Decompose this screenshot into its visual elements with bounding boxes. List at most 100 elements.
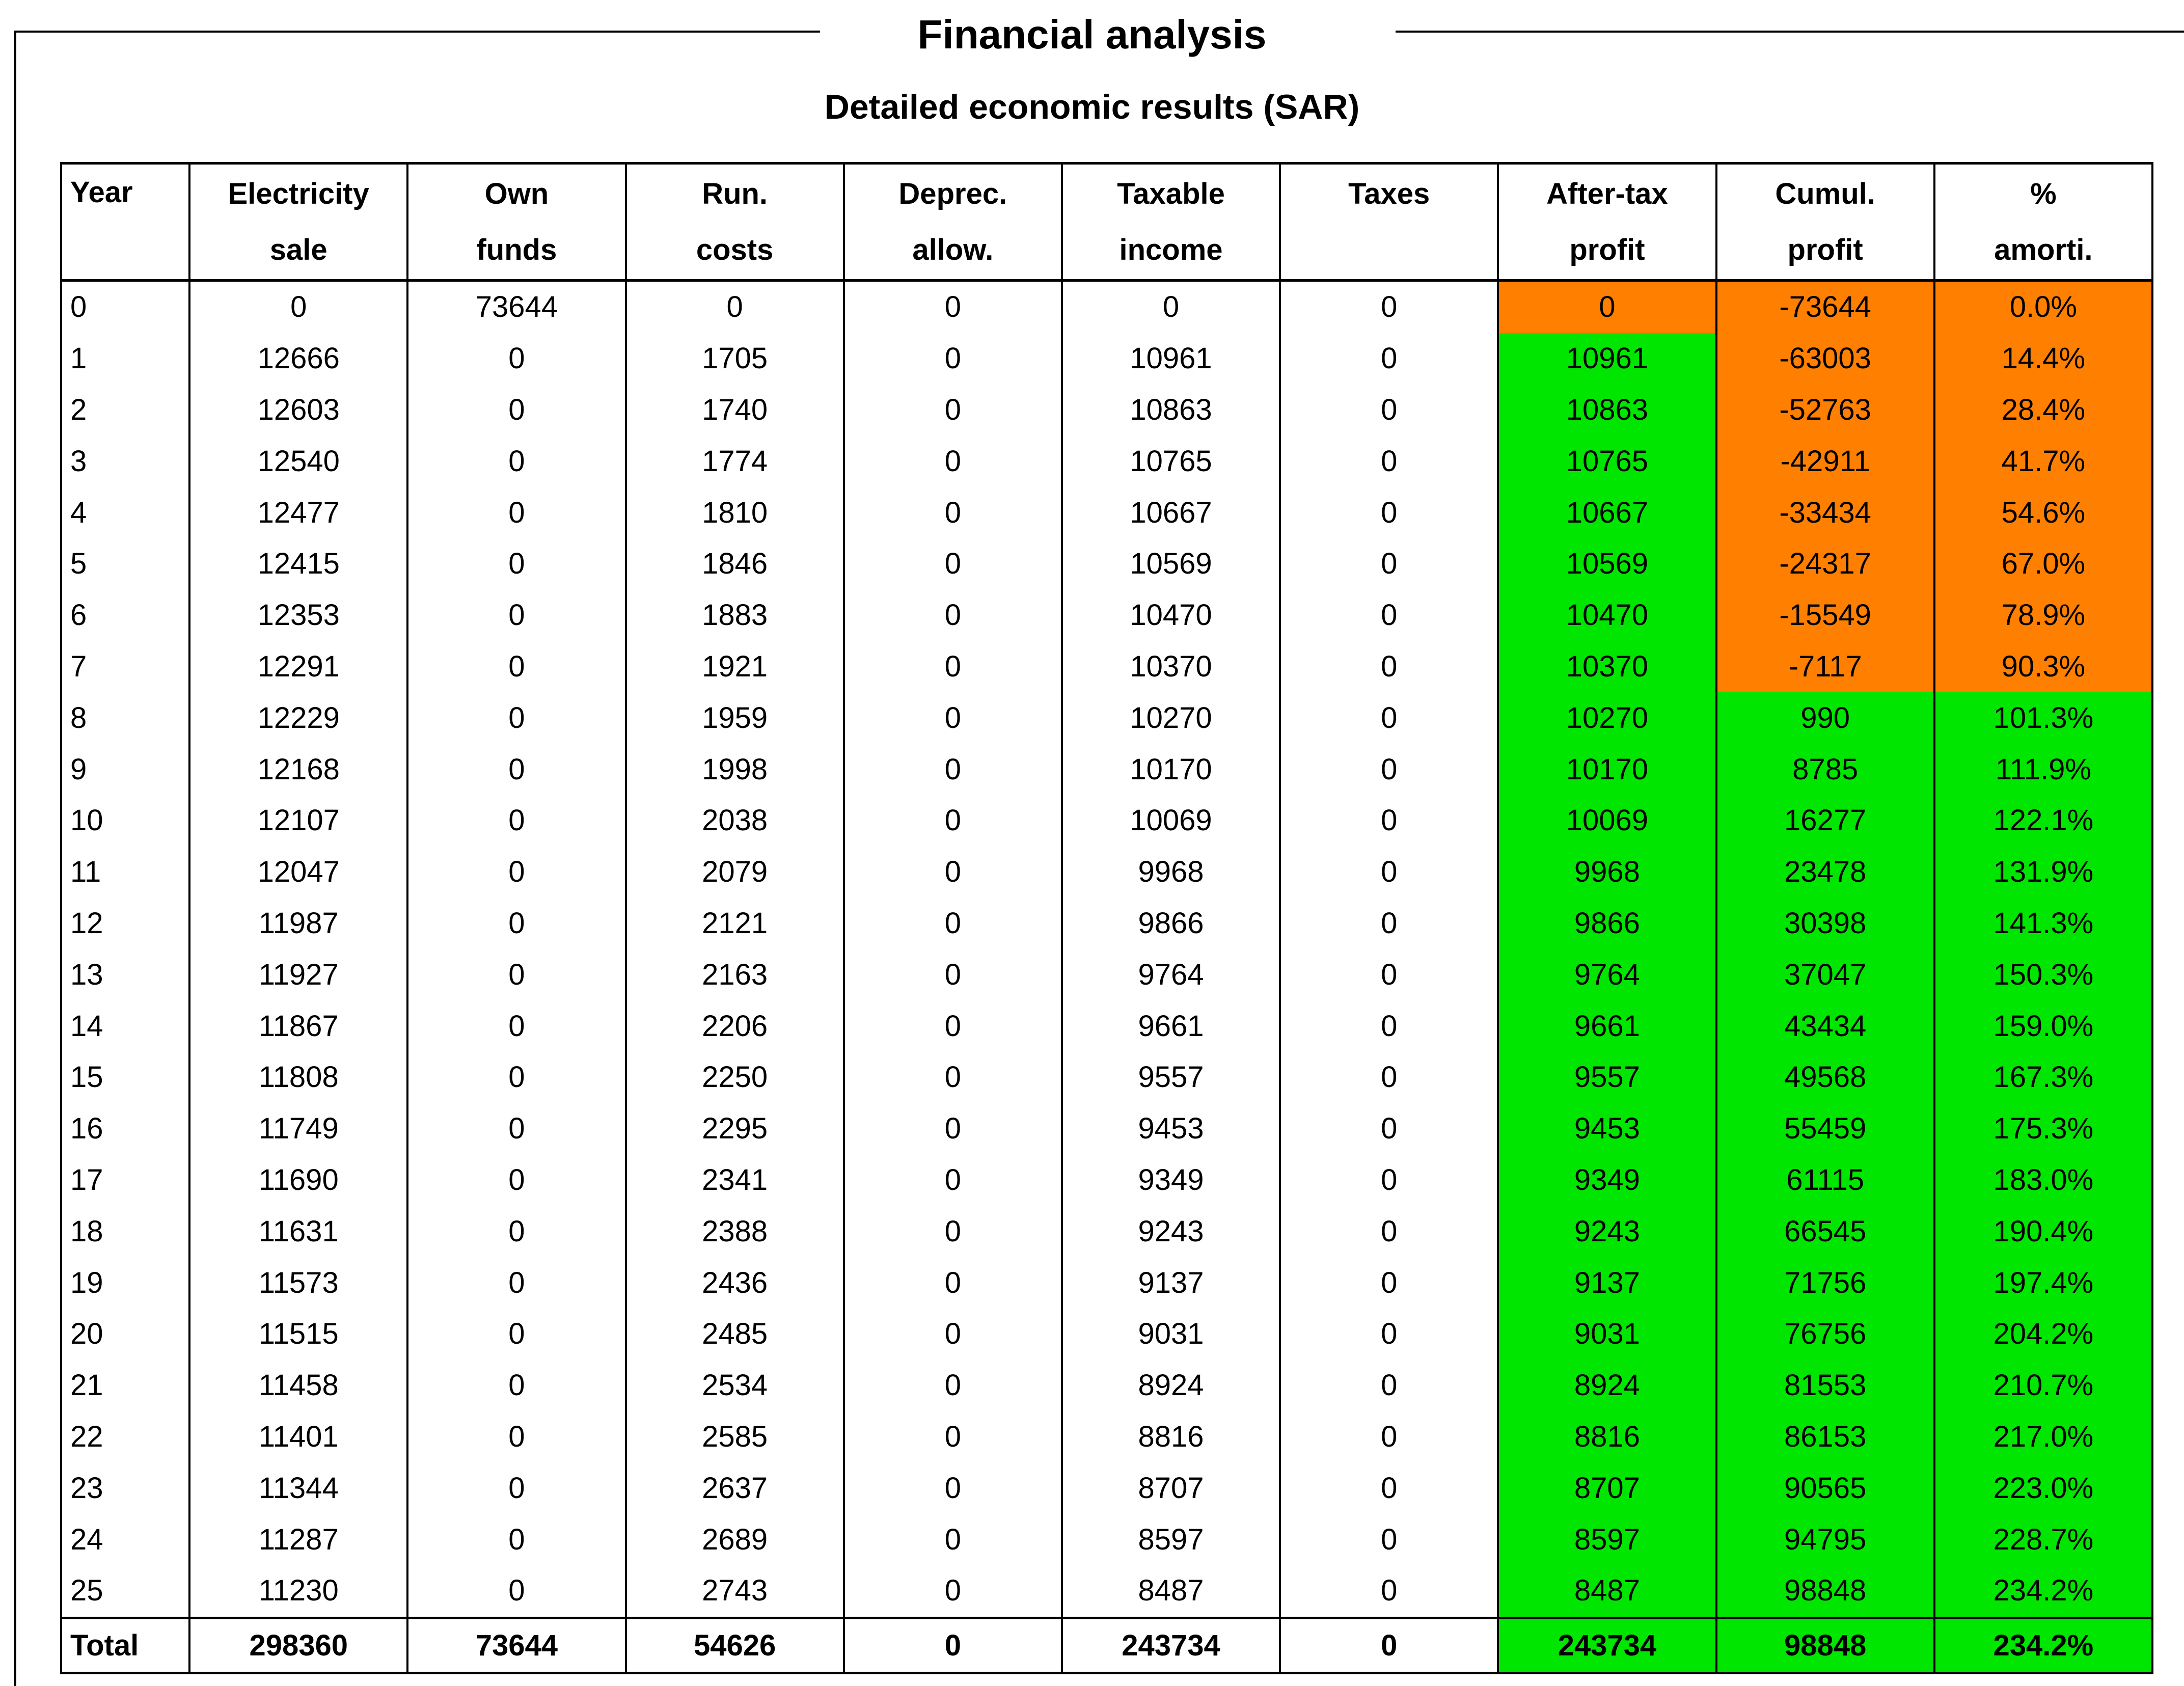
column-header: Own funds — [406, 162, 627, 282]
table-cell: 10863 — [1060, 384, 1281, 436]
total-cell: 243734 — [1497, 1616, 1717, 1674]
table-cell: 183.0% — [1933, 1154, 2154, 1206]
table-cell: 43434 — [1715, 1000, 1935, 1052]
table-row: 22 11401 0 2585 0 8816 0 8816 86153 217.0% — [60, 1411, 2154, 1463]
table-cell: 122.1% — [1933, 795, 2154, 847]
table-cell: 16 — [60, 1103, 191, 1155]
table-cell: 9137 — [1497, 1257, 1717, 1309]
table-cell: 30398 — [1715, 898, 1935, 949]
table-cell: 12353 — [188, 589, 409, 641]
table-cell: 8816 — [1060, 1411, 1281, 1463]
table-footer: Total 298360 73644 54626 0 243734 0 243734 98848… — [60, 1616, 2154, 1674]
table-cell: 0 — [1279, 1308, 1499, 1360]
table-row: 2 12603 0 1740 0 10863 0 10863 -52763 28.4% — [60, 384, 2154, 436]
table-cell: 12603 — [188, 384, 409, 436]
table-cell: 9661 — [1060, 1000, 1281, 1052]
table-cell: 10069 — [1497, 795, 1717, 847]
table-cell: 9243 — [1060, 1206, 1281, 1258]
table-cell: 0 — [406, 1411, 627, 1463]
table-cell: 12477 — [188, 487, 409, 538]
table-cell: 2689 — [624, 1514, 845, 1565]
table-cell: 12415 — [188, 538, 409, 590]
table-cell: 10270 — [1497, 692, 1717, 744]
table-cell: 10667 — [1497, 487, 1717, 538]
column-header-line2: income — [1119, 233, 1223, 266]
table-cell: 12666 — [188, 333, 409, 385]
column-header-line2 — [1282, 222, 1496, 278]
table-cell: 71756 — [1715, 1257, 1935, 1309]
table-row: 25 11230 0 2743 0 8487 0 8487 98848 234.2% — [60, 1565, 2154, 1618]
table-cell: 0 — [842, 1154, 1063, 1206]
table-cell: 7 — [60, 641, 191, 693]
table-cell: 81553 — [1715, 1359, 1935, 1411]
table-cell: 8597 — [1060, 1514, 1281, 1565]
table-cell: 0 — [406, 487, 627, 538]
total-cell: 298360 — [188, 1616, 409, 1674]
table-cell: 0.0% — [1933, 280, 2154, 333]
table-cell: 23 — [60, 1462, 191, 1514]
table-cell: 197.4% — [1933, 1257, 2154, 1309]
table-cell: 16277 — [1715, 795, 1935, 847]
table-cell: 0 — [406, 1000, 627, 1052]
table-cell: 0 — [842, 333, 1063, 385]
table-cell: 0 — [406, 1154, 627, 1206]
table-cell: 0 — [406, 384, 627, 436]
table-cell: 2206 — [624, 1000, 845, 1052]
table-cell: 1774 — [624, 436, 845, 487]
table-cell: 12229 — [188, 692, 409, 744]
table-cell: 2743 — [624, 1565, 845, 1618]
table-cell: 190.4% — [1933, 1206, 2154, 1258]
table-cell: 11987 — [188, 898, 409, 949]
table-cell: 0 — [1279, 1206, 1499, 1258]
table-cell: 1810 — [624, 487, 845, 538]
table-cell: 0 — [60, 280, 191, 333]
table-cell: 0 — [1279, 538, 1499, 590]
table-cell: 10069 — [1060, 795, 1281, 847]
table-cell: 0 — [1279, 589, 1499, 641]
table-cell: 28.4% — [1933, 384, 2154, 436]
table-cell: 0 — [406, 898, 627, 949]
total-cell: 73644 — [406, 1616, 627, 1674]
table-cell: 90.3% — [1933, 641, 2154, 693]
column-header-line2: costs — [696, 233, 774, 266]
table-row: 11 12047 0 2079 0 9968 0 9968 23478 131.9% — [60, 846, 2154, 898]
table-cell: 9453 — [1497, 1103, 1717, 1155]
table-cell: 49568 — [1715, 1051, 1935, 1103]
table-cell: 1846 — [624, 538, 845, 590]
table-cell: -33434 — [1715, 487, 1935, 538]
table-cell: 131.9% — [1933, 846, 2154, 898]
table-cell: 0 — [1279, 333, 1499, 385]
table-cell: 9968 — [1497, 846, 1717, 898]
table-cell: 94795 — [1715, 1514, 1935, 1565]
table-cell: 0 — [842, 795, 1063, 847]
table-cell: 0 — [1279, 384, 1499, 436]
table-cell: 0 — [1497, 280, 1717, 333]
column-header-line2: profit — [1569, 233, 1645, 266]
table-cell: 0 — [406, 436, 627, 487]
table-cell: 0 — [842, 692, 1063, 744]
table-cell: 24 — [60, 1514, 191, 1565]
table-cell: 8707 — [1060, 1462, 1281, 1514]
table-cell: 10863 — [1497, 384, 1717, 436]
column-header-line1: Own — [484, 177, 549, 210]
table-cell: 11458 — [188, 1359, 409, 1411]
table-cell: 9764 — [1060, 949, 1281, 1001]
table-cell: 217.0% — [1933, 1411, 2154, 1463]
table-cell: 0 — [406, 1565, 627, 1618]
table-cell: 1883 — [624, 589, 845, 641]
table-row: 4 12477 0 1810 0 10667 0 10667 -33434 54.6% — [60, 487, 2154, 538]
table-cell: 66545 — [1715, 1206, 1935, 1258]
table-cell: 210.7% — [1933, 1359, 2154, 1411]
total-label: Total — [60, 1616, 191, 1674]
table-cell: 0 — [1279, 692, 1499, 744]
table-cell: 41.7% — [1933, 436, 2154, 487]
table-cell: 8 — [60, 692, 191, 744]
table-cell: 37047 — [1715, 949, 1935, 1001]
table-cell: 2295 — [624, 1103, 845, 1155]
table-cell: 0 — [406, 1462, 627, 1514]
table-cell: 175.3% — [1933, 1103, 2154, 1155]
table-cell: 11808 — [188, 1051, 409, 1103]
table-cell: 0 — [1279, 1411, 1499, 1463]
table-cell: 10470 — [1497, 589, 1717, 641]
table-cell: -73644 — [1715, 280, 1935, 333]
